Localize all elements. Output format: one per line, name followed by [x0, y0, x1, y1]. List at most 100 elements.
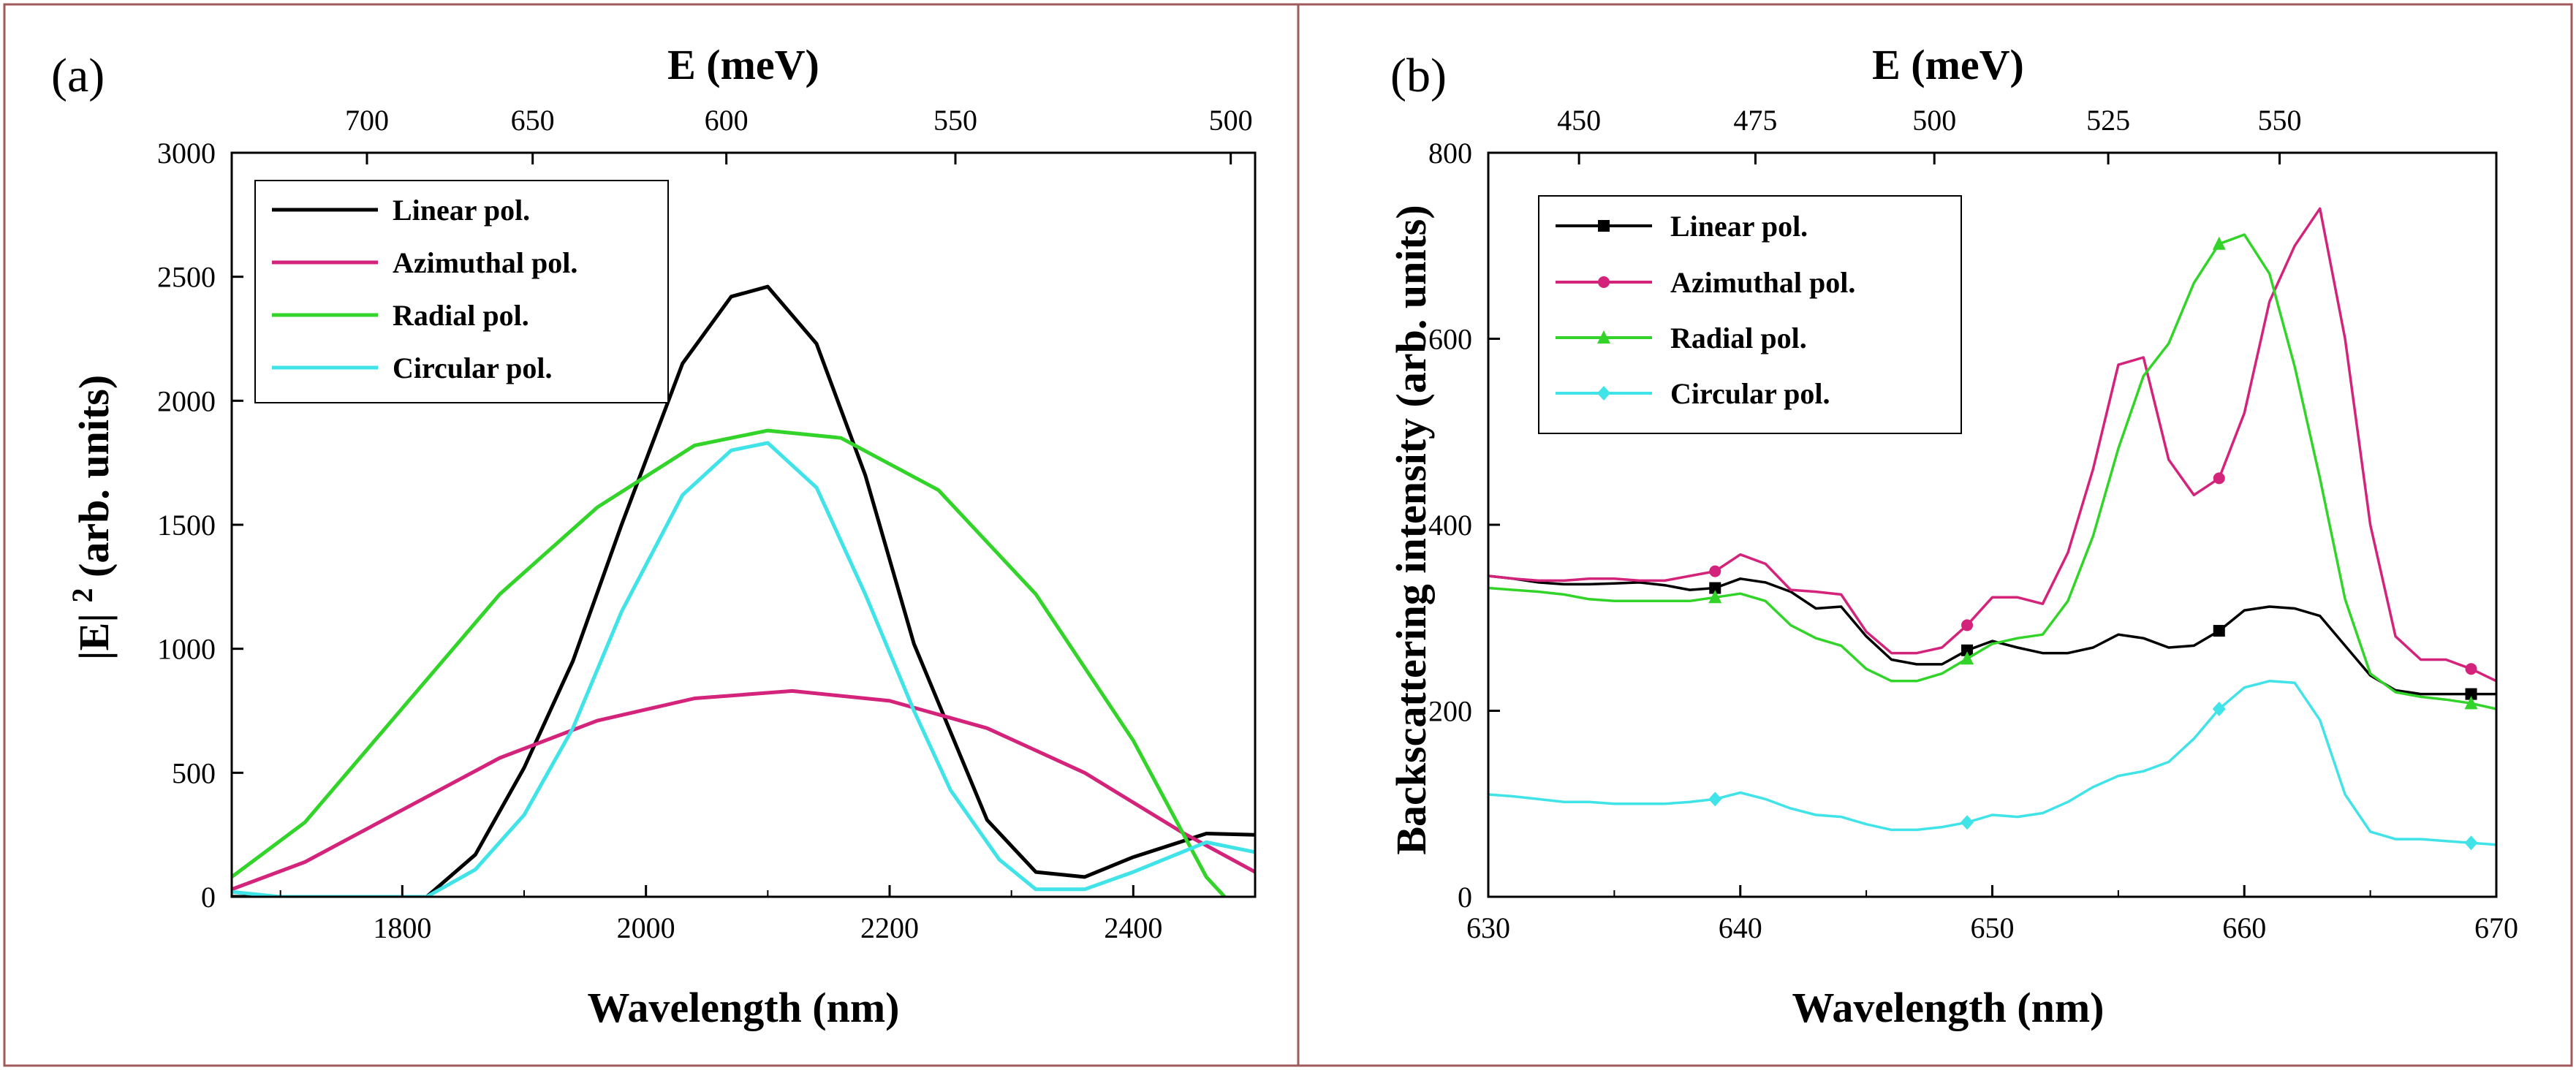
panel-b-legend-marker-azimuthal: [1598, 276, 1610, 288]
panel-a-plot-frame: [230, 151, 1257, 898]
panel-a-top-axis-title: E (meV): [667, 41, 819, 88]
panel-b-legend-entry: Circular pol.: [1556, 377, 1830, 410]
panel-a-top-tick-label: 550: [933, 104, 977, 137]
panel-a-top-tick-label: 700: [345, 104, 389, 137]
panel-a-series-line-linear: [232, 284, 1255, 897]
panel-b-point-azimuthal: [1709, 565, 1721, 577]
panel-a-top-tick-label: 650: [511, 104, 555, 137]
panel-b-top-tick-label: 450: [1557, 104, 1601, 137]
panel-a-legend-label-circular: Circular pol.: [393, 352, 553, 384]
panel-a-y-axis-title-main: |E|: [70, 602, 118, 660]
panel-b-legend-entry: Azimuthal pol.: [1556, 266, 1855, 299]
panel-b-legend-marker-circular: [1597, 386, 1610, 401]
panel-b-y-tick-label: 800: [1428, 137, 1472, 170]
panel-b-point-azimuthal: [2465, 663, 2477, 675]
panel-a-legend-entry: Radial pol.: [272, 299, 529, 332]
figure-frame: [3, 3, 2573, 1067]
panel-b-point-radial: [2212, 236, 2226, 250]
panel-b-legend-label-linear: Linear pol.: [1670, 210, 1808, 243]
panel-b-legend-markers: [1597, 220, 1610, 401]
panel-b-point-radial: [1961, 651, 1974, 665]
panel-a-x-axis-title: Wavelength (nm): [588, 984, 900, 1031]
panel-a: (a) E (meV) Wavelength (nm) |E| 2 (arb. …: [51, 41, 1257, 1031]
panel-a-legend-entry: Linear pol.: [272, 194, 530, 227]
panel-b-top-tick-label: 525: [2086, 104, 2130, 137]
panel-b-point-linear: [1961, 644, 1974, 656]
panel-b-top-tick-label: 475: [1733, 104, 1777, 137]
panel-a-legend-entry: Azimuthal pol.: [272, 246, 577, 279]
panel-b-x-tick-label: 660: [2222, 911, 2266, 944]
panel-a-y-axis-title-suffix: (arb. units): [70, 375, 118, 588]
panel-b-series-group: [1488, 207, 2496, 851]
panel-a-legend-label-azimuthal: Azimuthal pol.: [393, 246, 577, 279]
panel-b-legend: Linear pol. Azimuthal pol. Radial pol. C…: [1538, 195, 1962, 434]
panel-b-series-line-azimuthal: [1488, 207, 2496, 683]
panel-a-y-axis-title-sup: 2: [66, 588, 99, 602]
panel-b-point-linear: [1709, 582, 1721, 594]
panel-a-x-tick-label: 2200: [860, 911, 919, 944]
panel-a-legend-label-radial: Radial pol.: [393, 299, 529, 332]
panel-b-top-axis-title: E (meV): [1872, 41, 2024, 88]
panel-b-series-line-circular: [1488, 680, 2496, 846]
panel-a-y-tick-label: 1000: [157, 633, 216, 666]
panel-b-legend-label-radial: Radial pol.: [1670, 322, 1807, 354]
panel-a-y-tick-label: 1500: [157, 509, 216, 542]
panel-b: (b) E (meV) Wavelength (nm) Backscatteri…: [1387, 41, 2518, 1031]
panel-a-y-tick-label: 2000: [157, 384, 216, 417]
panel-a-x-tick-label: 2000: [617, 911, 675, 944]
panel-a-series-layer: [232, 284, 1255, 897]
panel-b-y-axis-title: Backscattering intensity (arb. units): [1387, 205, 1435, 854]
panel-b-top-tick-label: 500: [1912, 104, 1956, 137]
panel-b-series-line-radial: [1488, 233, 2496, 710]
panel-a-top-tick-label: 600: [705, 104, 749, 137]
panel-b-point-radial: [2464, 696, 2478, 710]
panel-b-y-tick-label: 0: [1458, 881, 1472, 914]
panel-a-y-tick-label: 2500: [157, 261, 216, 294]
panel-b-point-azimuthal: [2213, 472, 2225, 485]
panel-b-point-circular: [2464, 835, 2478, 851]
panel-b-point-circular: [2212, 701, 2226, 716]
panel-a-y-tick-label: 3000: [157, 137, 216, 170]
panel-b-point-circular: [1708, 792, 1722, 807]
panel-b-legend-label-azimuthal: Azimuthal pol.: [1670, 266, 1855, 299]
panel-a-series-group: [232, 284, 1255, 897]
panel-a-y-axis-title: |E| 2 (arb. units): [66, 375, 118, 660]
panel-a-series-line-azimuthal: [232, 688, 1255, 892]
panel-b-series-layer: [1488, 207, 2496, 851]
panel-a-y-tick-label: 500: [172, 756, 216, 789]
panel-a-legend-entry: Circular pol.: [272, 352, 553, 384]
panel-b-point-linear: [2213, 625, 2225, 637]
panel-a-series-line-circular: [232, 441, 1255, 897]
panel-a-label: (a): [51, 49, 105, 102]
panel-b-ticks-layer: 630 640 650 660 670 0 200 400 600 800 450 475 500 525…: [1428, 104, 2518, 944]
panel-a-y-tick-label: 0: [201, 881, 216, 914]
panel-b-point-linear: [2465, 688, 2477, 700]
panel-b-y-tick-label: 200: [1428, 695, 1472, 728]
panel-b-x-tick-label: 650: [1971, 911, 2015, 944]
panel-a-series-line-radial: [232, 428, 1227, 897]
panel-b-legend-label-circular: Circular pol.: [1670, 377, 1830, 410]
panel-a-x-tick-label: 2400: [1104, 911, 1162, 944]
panel-b-legend-marker-linear: [1598, 220, 1610, 232]
panel-b-label: (b): [1390, 49, 1447, 102]
panel-a-legend-label-linear: Linear pol.: [393, 194, 530, 227]
panel-b-legend-marker-radial: [1597, 330, 1610, 344]
panel-b-point-radial: [1708, 590, 1722, 604]
panel-b-legend-entry: Linear pol.: [1556, 210, 1808, 243]
panel-a-ticks-layer: 1800 2000 2200 2400 0 500 1000 1500 2000 2500 3000…: [157, 104, 1256, 944]
panel-b-top-tick-label: 550: [2258, 104, 2302, 137]
panel-a-x-tick-label: 1800: [373, 911, 431, 944]
panel-a-legend-box: [254, 180, 669, 403]
panel-b-x-tick-label: 670: [2474, 911, 2518, 944]
panel-b-y-tick-label: 600: [1428, 323, 1472, 356]
panel-b-x-tick-label: 630: [1466, 911, 1510, 944]
panel-a-top-tick-label: 500: [1209, 104, 1253, 137]
panel-b-y-tick-label: 400: [1428, 509, 1472, 542]
panel-a-legend: Linear pol. Azimuthal pol. Radial pol. C…: [254, 180, 669, 403]
panel-b-x-axis-title: Wavelength (nm): [1792, 984, 2105, 1031]
panel-b-point-azimuthal: [1961, 619, 1974, 631]
panel-b-plot-frame: [1487, 151, 2498, 898]
panel-b-x-tick-label: 640: [1719, 911, 1762, 944]
panel-b-point-circular: [1961, 815, 1974, 830]
